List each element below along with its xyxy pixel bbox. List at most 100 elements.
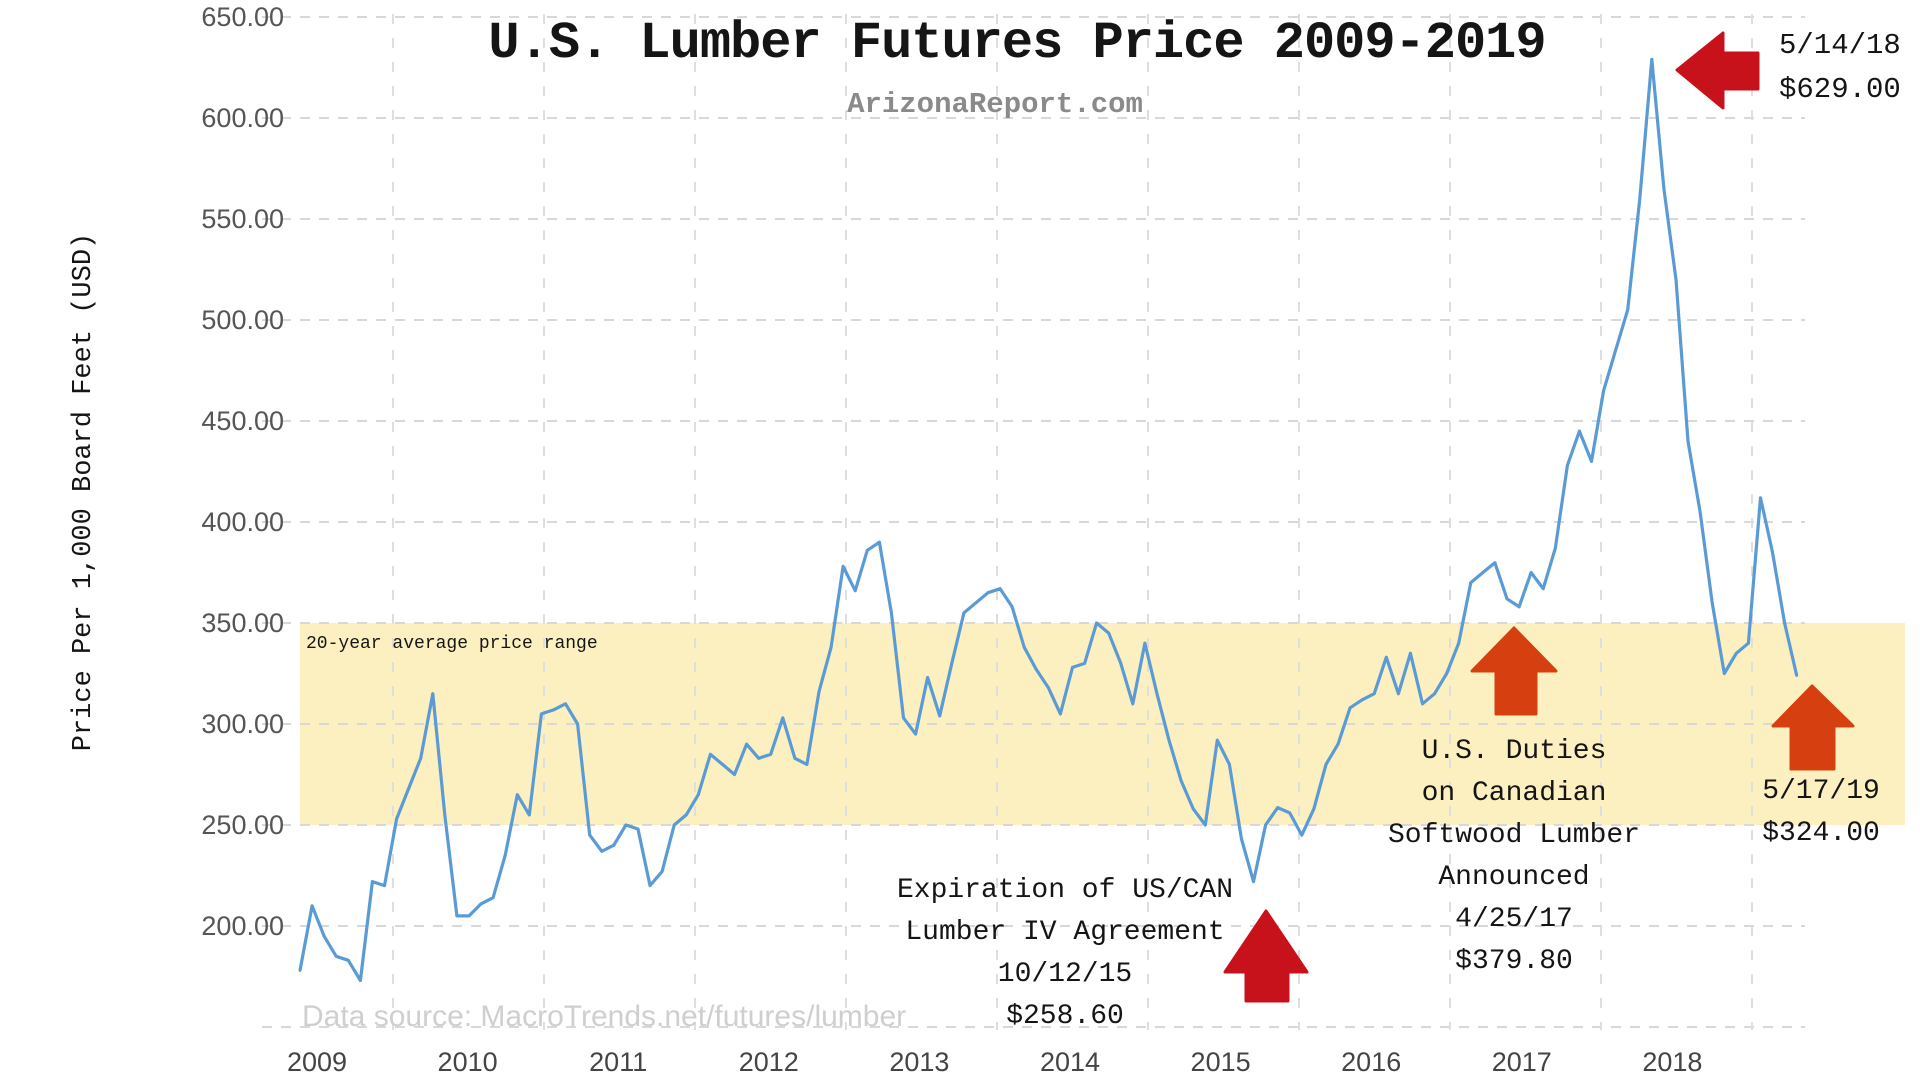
data-point xyxy=(1638,197,1642,201)
y-tick-label: 550.00 xyxy=(201,204,284,234)
data-point xyxy=(1252,880,1255,883)
annotation-peak: 5/14/18 $629.00 xyxy=(1779,24,1901,112)
data-point xyxy=(1722,672,1726,675)
annotation-line: Announced xyxy=(1438,862,1590,893)
data-point xyxy=(1553,546,1557,550)
data-point xyxy=(1384,655,1388,659)
data-point xyxy=(696,793,700,797)
data-point xyxy=(1565,464,1569,467)
data-point xyxy=(624,823,628,827)
data-point xyxy=(793,756,797,760)
data-point xyxy=(1095,621,1099,625)
x-tick-label: 2013 xyxy=(889,1047,949,1077)
data-point xyxy=(1433,692,1436,696)
data-point xyxy=(322,934,326,938)
data-point xyxy=(1143,641,1147,645)
annotation-peak-date: 5/14/18 xyxy=(1779,29,1901,62)
annotation-line: 4/25/17 xyxy=(1455,904,1573,935)
arrow-up-icon-expiration xyxy=(1223,909,1309,1003)
x-tick-label: 2012 xyxy=(739,1047,799,1077)
data-point xyxy=(1602,389,1605,393)
annotation-line: $258.60 xyxy=(1006,1001,1124,1032)
annotation-line: Expiration of US/CAN xyxy=(896,875,1234,906)
annotation-expiration: Expiration of US/CAN Lumber IV Agreement… xyxy=(897,870,1233,1038)
data-point xyxy=(1674,278,1678,281)
data-point xyxy=(1783,621,1787,625)
data-point xyxy=(926,676,930,679)
x-tick-label: 2011 xyxy=(589,1047,647,1077)
x-tick-label: 2014 xyxy=(1040,1047,1100,1077)
data-point xyxy=(672,823,676,827)
data-point xyxy=(914,732,917,736)
data-point xyxy=(515,793,519,797)
y-tick-label: 200.00 xyxy=(201,911,284,941)
data-point xyxy=(769,752,773,756)
data-point xyxy=(1650,58,1654,61)
data-point xyxy=(431,692,435,696)
data-point xyxy=(1795,674,1799,677)
annotation-line: Softwood Lumber xyxy=(1387,820,1641,851)
annotation-latest: 5/17/19 $324.00 xyxy=(1762,771,1880,855)
annotation-duties: U.S. Duties on Canadian Softwood Lumber … xyxy=(1388,731,1640,983)
data-point xyxy=(383,884,386,887)
data-point xyxy=(986,591,990,595)
data-point xyxy=(1300,833,1304,837)
data-point xyxy=(902,716,905,720)
chart-title: U.S. Lumber Futures Price 2009-2019 xyxy=(488,14,1546,73)
x-tick-label: 2015 xyxy=(1191,1047,1251,1077)
data-point xyxy=(1662,187,1666,191)
data-point xyxy=(1734,651,1738,655)
price-series-points xyxy=(298,58,1799,982)
data-point xyxy=(1119,662,1123,665)
data-point xyxy=(817,690,821,694)
data-point xyxy=(1421,702,1424,706)
data-point xyxy=(1614,348,1618,352)
data-point xyxy=(1348,706,1352,710)
data-point xyxy=(1227,763,1231,766)
annotation-latest-price: $324.00 xyxy=(1762,818,1880,849)
data-point xyxy=(1372,692,1376,696)
data-point xyxy=(781,716,785,720)
data-point xyxy=(1529,571,1533,574)
data-point xyxy=(395,817,398,821)
data-point xyxy=(455,914,459,918)
data-point xyxy=(467,914,471,918)
data-point xyxy=(1167,738,1171,742)
data-point xyxy=(540,712,543,716)
data-point xyxy=(1469,581,1473,584)
data-point xyxy=(1626,308,1630,312)
y-tick-label: 450.00 xyxy=(201,406,284,436)
data-point xyxy=(1034,668,1038,671)
y-tick-label: 500.00 xyxy=(201,305,284,335)
y-tick-label: 600.00 xyxy=(201,103,284,133)
data-point xyxy=(310,904,314,908)
data-point xyxy=(491,896,495,900)
data-point xyxy=(974,601,978,605)
y-tick-label: 300.00 xyxy=(201,709,284,739)
data-point xyxy=(1360,698,1364,702)
data-point xyxy=(1324,763,1328,766)
data-point xyxy=(576,722,580,726)
data-point xyxy=(1747,641,1750,645)
data-point xyxy=(1578,429,1581,433)
annotation-line: U.S. Duties xyxy=(1421,736,1607,767)
arrow-up-icon-latest xyxy=(1771,684,1855,771)
data-point xyxy=(527,813,531,817)
x-tick-label: 2018 xyxy=(1642,1047,1702,1077)
y-axis-ticks: 650.00 600.00 550.00 500.00 450.00 400.00 350.… xyxy=(201,2,284,941)
data-source-note: Data source: MacroTrends.net/futures/lum… xyxy=(302,1000,907,1033)
data-point xyxy=(419,756,423,760)
data-point xyxy=(588,833,592,837)
data-point xyxy=(503,853,507,857)
y-tick-label: 400.00 xyxy=(201,507,284,537)
data-point xyxy=(1083,662,1086,665)
data-point xyxy=(1071,666,1074,669)
data-point xyxy=(1771,550,1774,554)
data-point xyxy=(950,662,954,665)
data-point xyxy=(853,589,857,593)
data-point xyxy=(407,787,411,791)
chart-subtitle: ArizonaReport.com xyxy=(847,88,1143,121)
arrow-up-icon-duties xyxy=(1470,626,1558,716)
data-point xyxy=(1505,597,1509,601)
